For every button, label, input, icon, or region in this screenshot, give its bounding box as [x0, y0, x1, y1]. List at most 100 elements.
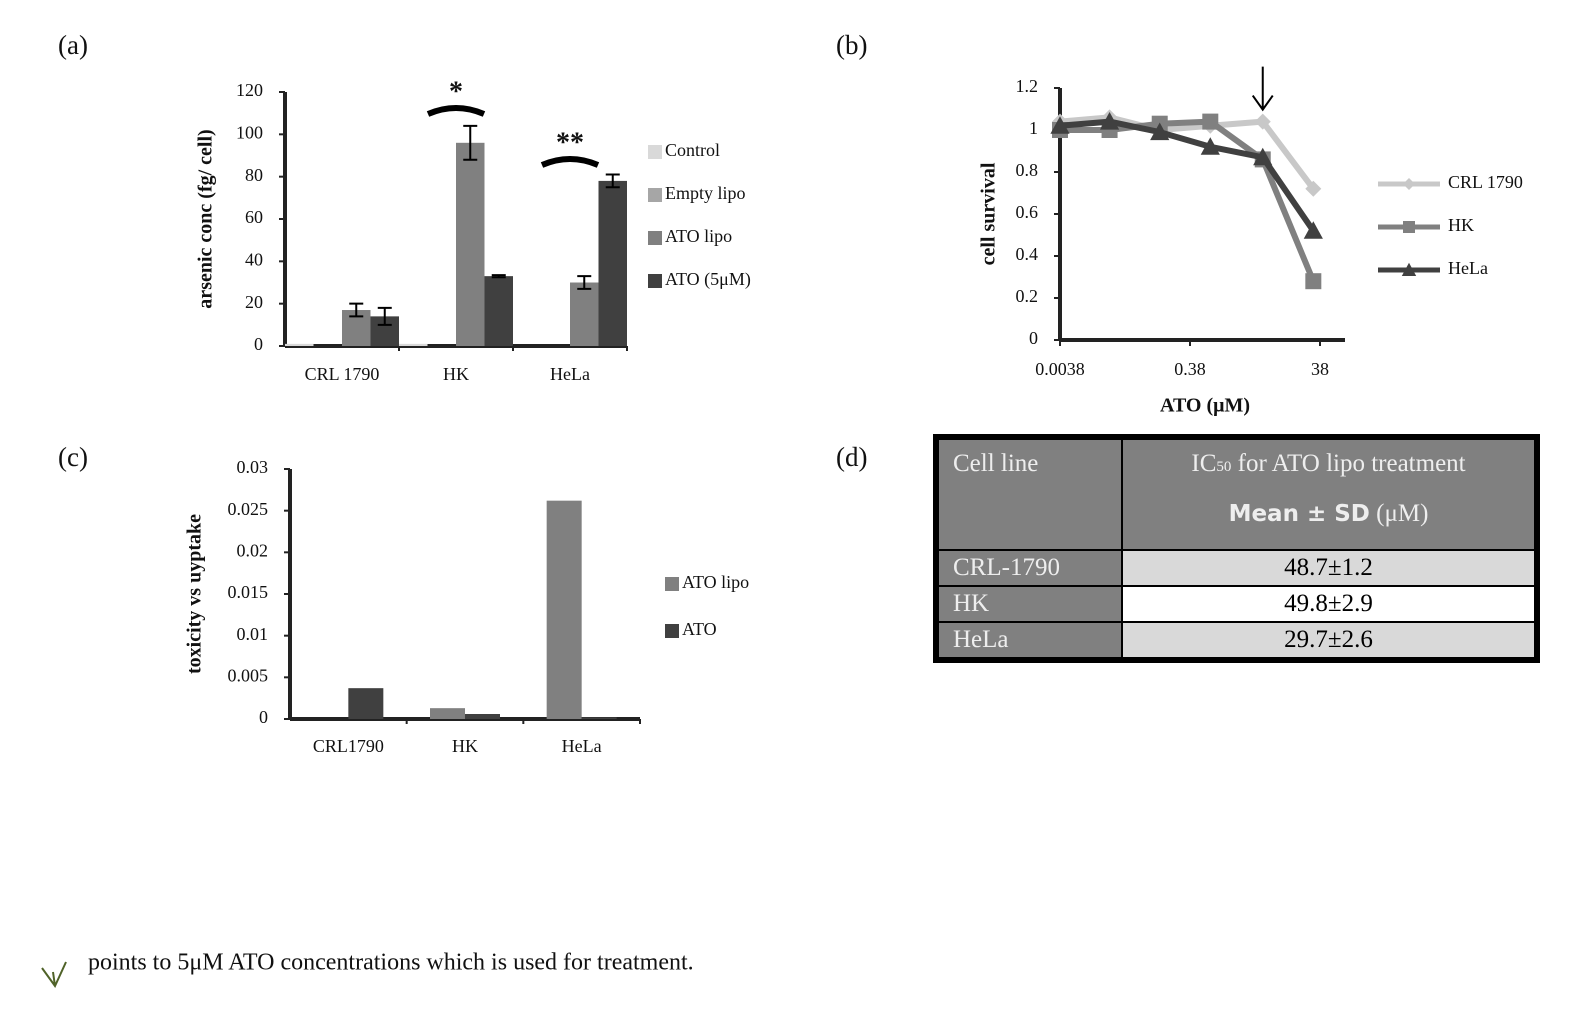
marker: [1099, 112, 1120, 130]
header-text: Cell line: [953, 450, 1039, 477]
header-text: for ATO lipo treatment: [1231, 450, 1466, 477]
legend-label: Empty lipo: [665, 183, 746, 203]
header-line: Mean ± SD (μM): [1137, 500, 1520, 528]
y-tick-label: 0.015: [228, 582, 269, 602]
bar: [285, 343, 314, 346]
panel-label: (a): [58, 30, 88, 60]
marker: [1200, 137, 1220, 155]
legend-label: CRL 1790: [1448, 172, 1523, 192]
bar: [348, 688, 384, 719]
legend-label: HeLa: [1448, 258, 1488, 278]
marker: [1303, 221, 1323, 239]
series-line: [1059, 114, 1316, 191]
bar: [570, 282, 599, 346]
series-line: [1059, 118, 1316, 233]
legend-swatch: [665, 577, 679, 591]
marker: [1050, 116, 1070, 134]
header-line: IC50 for ATO lipo treatment: [1137, 450, 1520, 478]
error-bar: [377, 306, 392, 326]
row-label: HeLa: [935, 621, 1123, 661]
y-tick-label: 1.2: [1016, 76, 1039, 96]
series-line: [1060, 118, 1317, 283]
marker: [1202, 113, 1219, 130]
y-tick-label: 20: [245, 292, 263, 312]
y-tick-label: 0.01: [237, 624, 269, 644]
bar: [456, 142, 485, 346]
legend-marker: [1401, 262, 1417, 276]
y-tick-label: 0.6: [1016, 202, 1039, 222]
legend-label: Control: [665, 140, 720, 160]
legend-swatch: [648, 274, 662, 288]
bar: [581, 717, 617, 719]
marker: [1254, 113, 1271, 130]
panel-label: (d): [836, 442, 867, 472]
error-bar: [491, 274, 506, 279]
bar: [465, 714, 500, 719]
cell: 48.7±1.2: [1121, 549, 1538, 587]
x-tick-label: HeLa: [550, 364, 590, 384]
bar: [546, 500, 582, 719]
y-tick-label: 0.03: [237, 457, 269, 477]
y-tick-label: 0.02: [237, 540, 269, 560]
header-cell: Cell line: [935, 436, 1123, 551]
legend-label: ATO lipo: [682, 572, 749, 592]
y-tick-label: 0.025: [228, 499, 269, 519]
x-tick-label: HeLa: [562, 736, 602, 756]
error-bar: [577, 275, 592, 290]
header-text: (μM): [1369, 500, 1429, 527]
y-tick-label: 40: [245, 249, 263, 269]
y-axis-label: cell survival: [978, 162, 1000, 265]
x-tick-label: 0.38: [1174, 359, 1206, 379]
legend-swatch: [665, 624, 679, 638]
x-tick-label: HK: [443, 364, 469, 384]
legend-swatch: [648, 145, 662, 159]
bar: [598, 180, 627, 346]
error-bar: [605, 173, 620, 189]
legend-label: ATO: [682, 619, 717, 639]
x-tick-label: CRL 1790: [305, 364, 380, 384]
y-axis-label: toxicity vs uyptake: [184, 514, 206, 674]
y-tick-label: 80: [245, 165, 263, 185]
arrow-symbol: [41, 961, 67, 988]
x-tick-label: CRL1790: [313, 736, 384, 756]
y-tick-label: 0.2: [1016, 286, 1039, 306]
cell: 29.7±2.6: [1121, 621, 1538, 661]
legend-label: HK: [1448, 215, 1474, 235]
bracket: [540, 156, 600, 168]
y-tick-label: 0: [1029, 328, 1038, 348]
bar: [430, 708, 465, 719]
y-tick-label: 0.8: [1016, 160, 1039, 180]
marker: [1305, 273, 1322, 290]
legend-label: ATO lipo: [665, 226, 732, 246]
marker: [1253, 147, 1273, 166]
legend-marker: [1403, 221, 1415, 233]
y-axis-label: arsenic conc (fg/ cell): [195, 129, 217, 308]
y-tick-label: 1: [1029, 118, 1038, 138]
row-label: HK: [935, 585, 1123, 623]
x-tick-label: 0.0038: [1035, 359, 1085, 379]
panel-label: (c): [58, 442, 88, 472]
bar: [399, 343, 428, 346]
y-tick-label: 0: [259, 707, 268, 727]
significance: *: [449, 76, 463, 107]
pointer-arrow: [1251, 66, 1274, 112]
x-axis-label: ATO (μM): [1160, 395, 1250, 417]
y-tick-label: 100: [236, 122, 263, 142]
cell: 49.8±2.9: [1121, 585, 1538, 623]
error-bar: [463, 124, 478, 161]
legend-marker: [1403, 178, 1415, 190]
footnote: points to 5μM ATO concentrations which i…: [88, 950, 694, 976]
y-tick-label: 120: [236, 80, 263, 100]
legend-label: ATO (5μM): [665, 269, 751, 290]
header-text: IC: [1191, 450, 1217, 477]
ic50-table: Cell line IC50 for ATO lipo treatment Me…: [933, 434, 1540, 663]
bar: [484, 276, 513, 346]
marker: [1150, 122, 1170, 141]
significance: **: [556, 127, 584, 158]
y-tick-label: 0.4: [1016, 244, 1039, 264]
bracket: [426, 105, 486, 117]
x-tick-label: 38: [1311, 359, 1329, 379]
y-tick-label: 60: [245, 207, 263, 227]
